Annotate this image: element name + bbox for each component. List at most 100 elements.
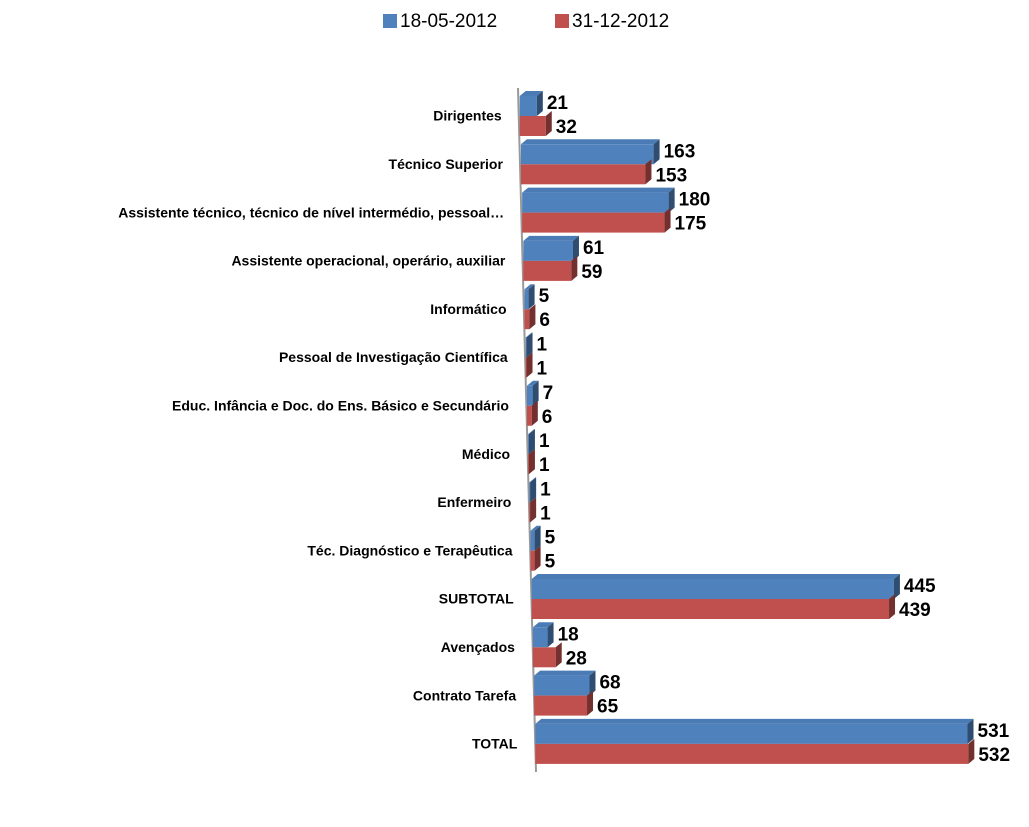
- value-label: 1: [537, 335, 548, 356]
- bar-face: [889, 594, 896, 619]
- value-label: 445: [904, 576, 936, 597]
- bar-face: [535, 718, 974, 724]
- bar-face: [531, 574, 900, 579]
- value-label: 1: [540, 479, 551, 500]
- bar-face: [525, 357, 527, 378]
- bar: [520, 159, 652, 185]
- category-label: Dirigentes: [433, 108, 502, 124]
- category-label: Enfermeiro: [437, 494, 511, 510]
- category-label: Pessoal de Investigação Científica: [279, 349, 508, 365]
- bar-face: [532, 622, 554, 628]
- bar-face: [528, 434, 530, 455]
- value-label: 21: [547, 93, 569, 114]
- value-label: 61: [583, 238, 605, 259]
- bar-face: [523, 240, 573, 261]
- value-label: 1: [537, 359, 548, 380]
- bar: [529, 477, 537, 503]
- bar-face: [520, 144, 654, 165]
- bar-face: [524, 289, 529, 310]
- value-label: 180: [679, 190, 711, 211]
- bar-face: [522, 192, 669, 213]
- bar: [525, 352, 533, 378]
- bar-face: [545, 111, 552, 136]
- value-label: 6: [542, 407, 553, 428]
- bar: [526, 400, 538, 426]
- bar-face: [530, 530, 535, 551]
- bar-face: [519, 96, 537, 116]
- value-label: 531: [978, 721, 1010, 742]
- value-label: 1: [540, 503, 551, 524]
- bar-face: [531, 579, 894, 599]
- category-label: Avençados: [441, 639, 515, 655]
- bar-face: [530, 550, 535, 571]
- bar: [531, 594, 896, 619]
- bar-face: [572, 235, 579, 261]
- category-label: Médico: [462, 446, 510, 462]
- bar: [519, 91, 543, 116]
- bar-face: [524, 284, 535, 290]
- bar-face: [555, 642, 562, 668]
- legend-label: 18-05-2012: [400, 11, 497, 32]
- bar: [524, 304, 536, 330]
- value-label: 68: [599, 673, 620, 694]
- legend-swatch: [555, 14, 569, 28]
- bar-face: [893, 574, 900, 599]
- bar: [522, 207, 671, 233]
- bar-face: [653, 139, 660, 165]
- bar: [534, 690, 594, 716]
- bar: [529, 497, 537, 523]
- value-label: 532: [978, 745, 1010, 766]
- bar-face: [523, 260, 572, 281]
- bar-face: [534, 670, 596, 676]
- bar-face: [571, 255, 578, 281]
- value-label: 7: [543, 383, 554, 404]
- bar: [522, 187, 675, 213]
- value-label: 28: [566, 648, 587, 669]
- bar-face: [645, 159, 652, 185]
- bar-face: [528, 449, 535, 475]
- bar: [534, 670, 596, 696]
- bar-face: [530, 497, 537, 523]
- bar-face: [536, 91, 543, 116]
- bar: [532, 642, 562, 668]
- bar-face: [529, 502, 531, 523]
- category-label: Informático: [430, 301, 506, 317]
- bar-face: [525, 332, 533, 338]
- value-label: 1: [539, 431, 550, 452]
- bar: [520, 139, 660, 165]
- bar-face: [528, 429, 535, 435]
- bar-face: [534, 695, 588, 716]
- category-label: Técnico Superior: [389, 156, 504, 172]
- value-label: 5: [545, 552, 556, 573]
- value-label: 163: [664, 141, 696, 162]
- bar-face: [528, 429, 535, 455]
- value-label: 175: [675, 214, 707, 235]
- bar-face: [530, 477, 537, 503]
- bar-face: [526, 385, 533, 406]
- bar: [523, 235, 579, 261]
- bar-face: [522, 212, 665, 233]
- bar-face: [668, 187, 675, 213]
- bar: [523, 255, 578, 281]
- value-label: 18: [558, 624, 579, 645]
- value-label: 5: [539, 286, 550, 307]
- bar: [530, 525, 541, 551]
- bar-face: [525, 337, 527, 358]
- value-label: 59: [581, 262, 602, 283]
- bar-face: [531, 599, 890, 619]
- bar: [531, 574, 900, 599]
- bar-face: [664, 207, 671, 233]
- value-label: 6: [539, 310, 550, 331]
- bar-face: [519, 91, 543, 96]
- bar: [535, 718, 974, 744]
- bar-face: [519, 116, 546, 136]
- bar: [526, 380, 539, 406]
- bar: [519, 111, 552, 136]
- bar-face: [520, 139, 660, 145]
- bar-face: [532, 380, 539, 406]
- bar-face: [534, 525, 541, 551]
- category-label: Educ. Infância e Doc. do Ens. Básico e S…: [172, 398, 509, 414]
- legend-swatch: [383, 14, 397, 28]
- bar-face: [967, 718, 974, 744]
- bar-face: [530, 525, 541, 531]
